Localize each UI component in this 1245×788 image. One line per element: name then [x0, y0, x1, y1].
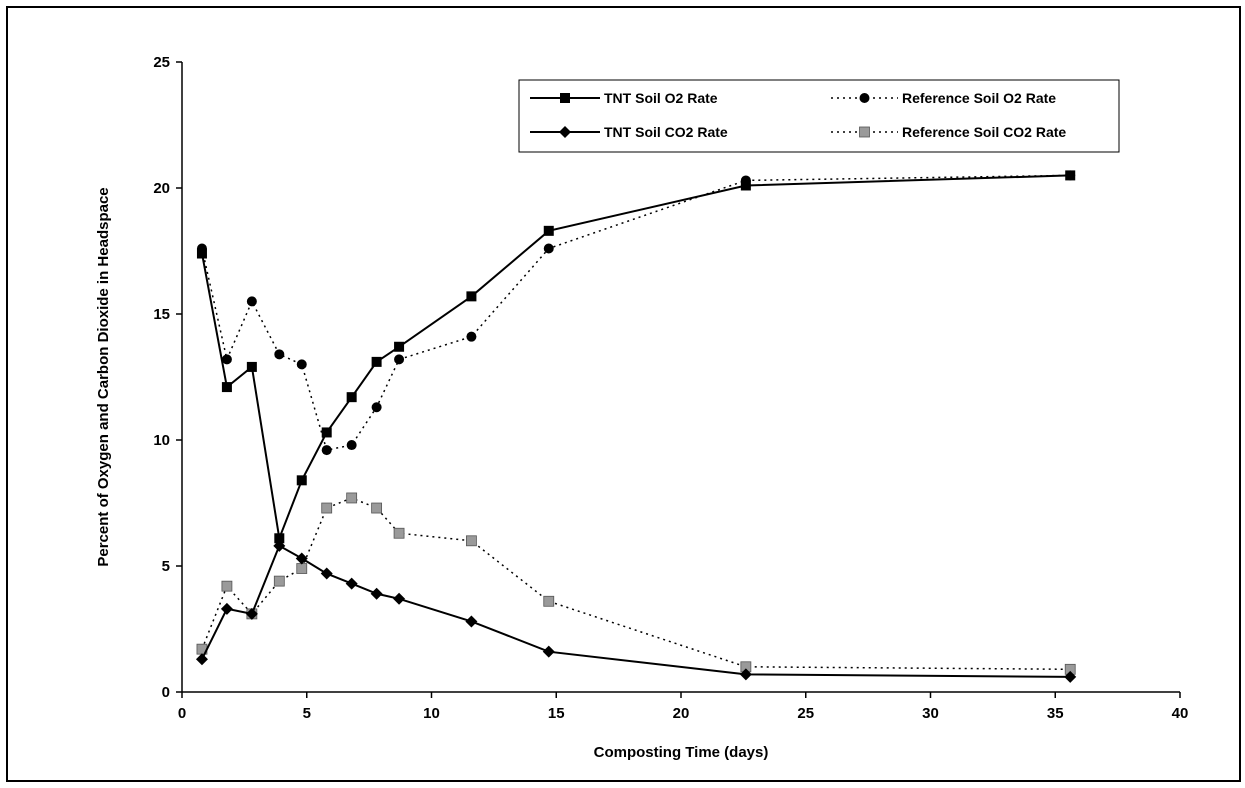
- legend-item: Reference Soil O2 Rate: [831, 90, 1056, 106]
- legend-item: TNT Soil O2 Rate: [530, 90, 718, 106]
- data-point: [246, 361, 257, 372]
- data-point: [321, 427, 332, 438]
- legend-label: TNT Soil O2 Rate: [604, 90, 718, 106]
- y-tick-label: 5: [162, 558, 170, 575]
- legend-item: Reference Soil CO2 Rate: [831, 124, 1066, 140]
- data-point: [273, 575, 285, 587]
- data-point: [371, 502, 383, 514]
- data-point: [371, 356, 382, 367]
- series-line: [201, 497, 1071, 671]
- data-point: [1065, 170, 1076, 181]
- data-point: [295, 552, 308, 565]
- legend-swatch-marker: [560, 93, 570, 103]
- data-point: [246, 296, 257, 307]
- legend-item: TNT Soil CO2 Rate: [530, 124, 728, 140]
- legend-swatch-marker: [559, 126, 571, 138]
- axes: [181, 62, 1180, 693]
- x-tick-label: 10: [423, 705, 440, 722]
- series-line: [201, 174, 1071, 543]
- data-point: [542, 645, 555, 658]
- data-point: [321, 445, 332, 456]
- data-point: [220, 602, 233, 615]
- ticks: [176, 61, 1181, 698]
- data-point: [320, 567, 333, 580]
- data-point: [394, 354, 405, 365]
- legend-label: Reference Soil CO2 Rate: [902, 124, 1066, 140]
- x-tick-label: 30: [922, 705, 939, 722]
- data-point: [296, 359, 307, 370]
- series-tnt-soil-co2-rate: [195, 539, 1077, 683]
- data-point: [273, 539, 286, 552]
- data-point: [345, 577, 358, 590]
- x-tick-label: 15: [548, 705, 565, 722]
- y-tick-label: 0: [162, 684, 170, 701]
- x-tick-label: 5: [303, 705, 311, 722]
- data-point: [346, 392, 357, 403]
- data-point: [321, 502, 333, 514]
- data-point: [466, 535, 477, 547]
- data-point: [221, 382, 232, 393]
- x-tick-label: 20: [673, 705, 690, 722]
- data-point: [393, 592, 406, 605]
- legend-label: Reference Soil O2 Rate: [902, 90, 1056, 106]
- data-point: [465, 615, 478, 628]
- legend-swatch-marker: [859, 93, 870, 103]
- data-point: [274, 349, 285, 360]
- data-point: [195, 653, 208, 666]
- x-tick-label: 25: [797, 705, 814, 722]
- data-point: [740, 180, 751, 191]
- data-point: [543, 225, 554, 236]
- data-point: [221, 580, 233, 592]
- data-point: [370, 587, 383, 600]
- data-point: [346, 492, 358, 504]
- series-line: [201, 544, 1071, 678]
- data-point: [221, 354, 232, 365]
- data-point: [466, 331, 477, 342]
- x-tick-label: 0: [178, 705, 186, 722]
- y-tick-label: 20: [153, 180, 170, 197]
- series-reference-soil-o2-rate: [196, 170, 1076, 456]
- data-point: [274, 533, 285, 544]
- data-point: [346, 440, 357, 451]
- x-tick-label: 40: [1172, 705, 1189, 722]
- data-point: [371, 402, 382, 413]
- data-point: [196, 248, 207, 259]
- data-point: [393, 527, 405, 539]
- legend-box: [518, 79, 1120, 153]
- data-point: [394, 341, 405, 352]
- data-point: [466, 291, 477, 302]
- series-tnt-soil-o2-rate: [196, 170, 1076, 544]
- series-line: [201, 174, 1071, 451]
- tick-labels: 0 5 10 15 20 25 30 35 40 0 5 10 15 20 25: [153, 54, 1188, 722]
- data-point: [739, 668, 752, 681]
- x-axis-title: Composting Time (days): [594, 744, 769, 761]
- legend: TNT Soil O2 Rate Reference Soil O2 Rate TN…: [518, 79, 1120, 153]
- data-point: [543, 595, 555, 607]
- y-tick-label: 15: [153, 306, 170, 323]
- data-point: [1064, 670, 1077, 683]
- legend-label: TNT Soil CO2 Rate: [604, 124, 728, 140]
- y-tick-label: 10: [153, 432, 170, 449]
- series-reference-soil-co2-rate: [196, 492, 1076, 675]
- data-point: [543, 243, 554, 254]
- y-axis-title: Percent of Oxygen and Carbon Dioxide in …: [95, 187, 112, 566]
- data-point: [296, 475, 307, 486]
- series-layer: [195, 170, 1077, 683]
- x-tick-label: 35: [1047, 705, 1064, 722]
- data-point: [245, 607, 258, 620]
- y-tick-label: 25: [153, 54, 170, 71]
- data-point: [296, 563, 308, 574]
- legend-swatch-marker: [859, 126, 870, 138]
